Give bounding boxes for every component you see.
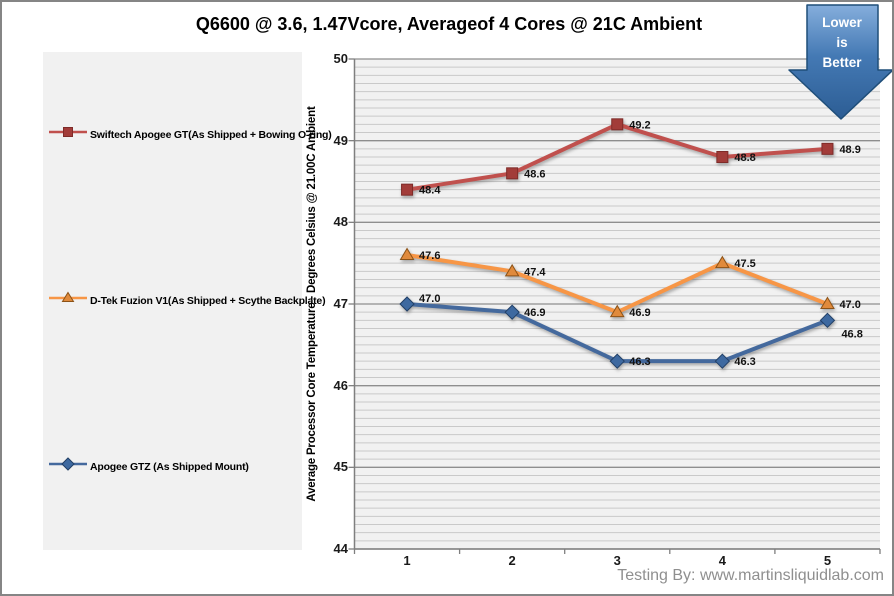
diamond-marker-icon xyxy=(61,457,75,471)
y-axis-tick-label: 49 xyxy=(333,132,348,148)
square-marker-icon xyxy=(63,127,73,137)
legend-marker-diamond-icon xyxy=(49,457,87,476)
data-label: 48.6 xyxy=(524,168,545,180)
data-label: 47.0 xyxy=(839,299,860,311)
triangle-marker-icon xyxy=(714,255,730,269)
diamond-marker-icon xyxy=(399,296,415,312)
square-marker-icon xyxy=(401,183,414,196)
diamond-marker-icon xyxy=(504,304,520,320)
legend-item-swiftech-apogee-gt: Swiftech Apogee GT(As Shipped + Bowing O… xyxy=(49,125,332,144)
down-arrow-icon xyxy=(788,4,892,120)
series-1 xyxy=(399,247,835,318)
legend-label: Swiftech Apogee GT(As Shipped + Bowing O… xyxy=(90,128,332,141)
arrow-text-line: is xyxy=(836,35,847,50)
data-label: 48.4 xyxy=(419,185,441,197)
x-axis-tick-label: 4 xyxy=(718,553,726,568)
x-axis-tick-label: 1 xyxy=(403,553,411,568)
legend-marker-triangle-icon xyxy=(49,291,87,310)
legend-item-apogee-gtz: Apogee GTZ (As Shipped Mount) xyxy=(49,457,249,476)
y-axis-tick-label: 46 xyxy=(333,377,348,393)
x-axis-tick-label: 5 xyxy=(823,553,832,568)
data-label: 47.5 xyxy=(734,258,755,270)
x-axis-tick-label: 2 xyxy=(508,553,516,568)
triangle-marker-icon xyxy=(609,304,625,318)
square-marker-icon xyxy=(821,142,834,155)
data-label: 48.9 xyxy=(839,144,860,156)
data-label: 47.6 xyxy=(419,250,440,262)
legend-marker-square-icon xyxy=(49,125,87,144)
y-axis-tick-label: 48 xyxy=(333,214,348,230)
legend-marker-graphic xyxy=(49,127,87,137)
data-label: 47.4 xyxy=(524,266,546,278)
lower-is-better-arrow: Lower is Better xyxy=(788,4,892,120)
data-label: 46.3 xyxy=(629,356,650,368)
arrow-text-line: Lower xyxy=(822,15,863,30)
y-axis-tick-label: 50 xyxy=(333,51,348,66)
series-2 xyxy=(399,296,836,369)
diamond-marker-icon xyxy=(819,312,836,329)
series-0 xyxy=(401,118,834,196)
data-label: 46.9 xyxy=(629,307,650,319)
triangle-marker-icon xyxy=(820,296,835,309)
legend-label: Apogee GTZ (As Shipped Mount) xyxy=(90,460,249,473)
triangle-marker-icon xyxy=(504,263,520,277)
data-label: 46.3 xyxy=(734,356,755,368)
legend-label: D-Tek Fuzion V1(As Shipped + Scythe Back… xyxy=(90,294,326,307)
x-axis-tick-label: 3 xyxy=(613,553,621,568)
triangle-marker-icon xyxy=(61,291,75,302)
square-marker-icon xyxy=(611,118,624,131)
y-axis-tick-label: 45 xyxy=(333,459,348,475)
diamond-marker-icon xyxy=(714,353,731,369)
y-axis-tick-label: 44 xyxy=(333,541,348,556)
triangle-marker-icon xyxy=(399,247,415,260)
y-axis-tick-label: 47 xyxy=(333,296,348,311)
legend-item-dtek-fuzion-v1: D-Tek Fuzion V1(As Shipped + Scythe Back… xyxy=(49,291,326,310)
legend: Swiftech Apogee GT(As Shipped + Bowing O… xyxy=(43,52,332,550)
legend-marker-graphic xyxy=(49,457,87,471)
data-label: 48.8 xyxy=(734,152,755,164)
square-marker-icon xyxy=(506,167,519,180)
legend-marker-graphic xyxy=(49,291,87,302)
chart-title: Q6600 @ 3.6, 1.47Vcore, Averageof 4 Core… xyxy=(195,14,703,34)
data-label: 47.0 xyxy=(419,293,440,305)
watermark: Testing By: www.martinsliquidlab.com xyxy=(617,567,884,584)
arrow-text-line: Better xyxy=(822,55,862,70)
square-marker-icon xyxy=(716,151,729,163)
data-label: 46.8 xyxy=(841,328,862,340)
data-label: 49.2 xyxy=(629,119,650,131)
data-label: 46.9 xyxy=(524,307,545,319)
diamond-marker-icon xyxy=(609,353,625,369)
